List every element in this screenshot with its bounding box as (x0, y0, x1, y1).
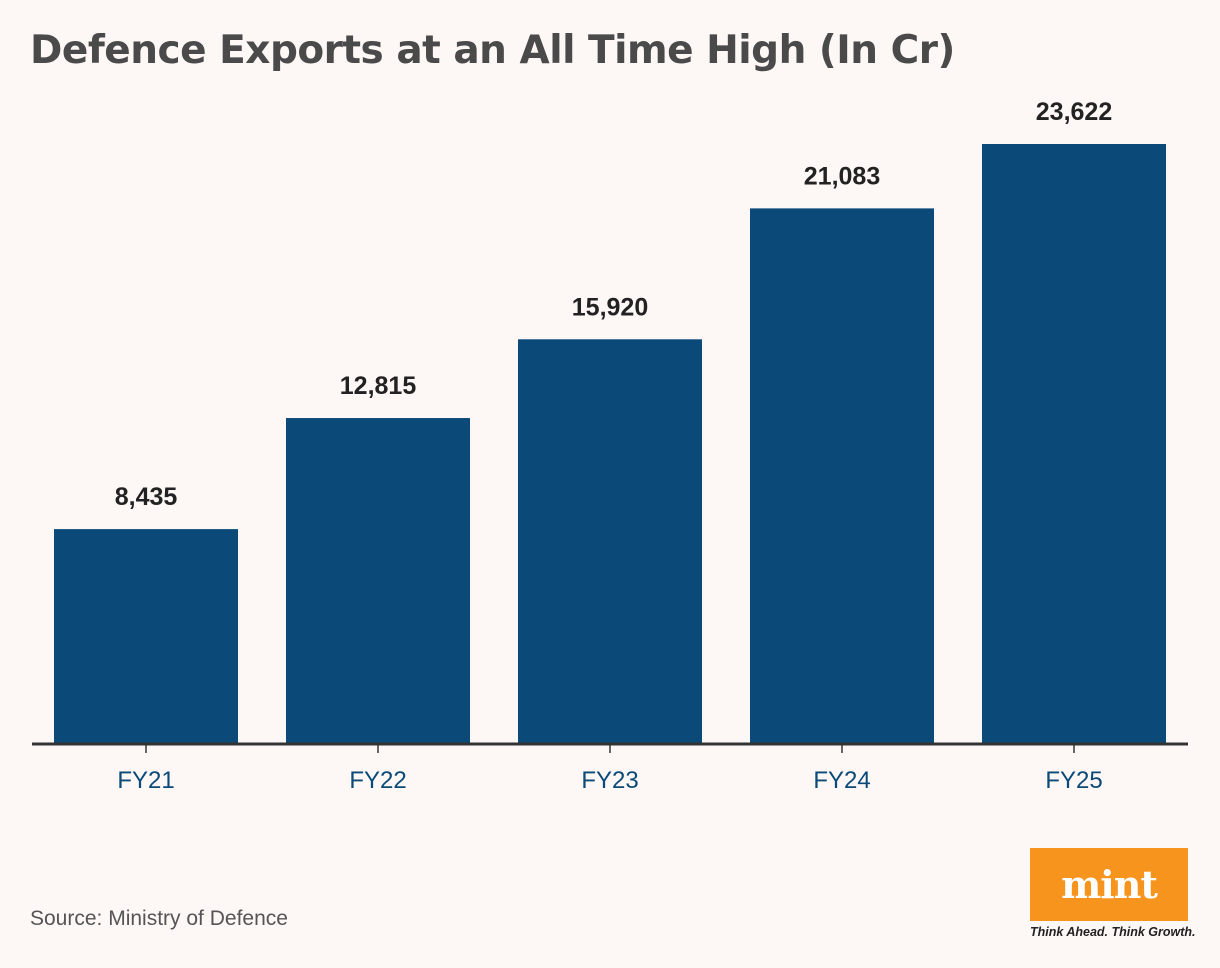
value-label-fy22: 12,815 (340, 372, 417, 400)
bar-fy25 (982, 144, 1166, 743)
bar-fy23 (518, 339, 702, 743)
bar-fy24 (750, 208, 934, 743)
value-label-fy25: 23,622 (1036, 98, 1112, 126)
logo-wordmark: mint (1061, 862, 1158, 907)
logo-tagline: Think Ahead. Think Growth. (1030, 925, 1196, 939)
bar-fy22 (286, 418, 470, 743)
x-tick-label-fy21: FY21 (117, 767, 174, 794)
x-tick-label-fy23: FY23 (581, 767, 638, 794)
chart-title: Defence Exports at an All Time High (In … (30, 28, 955, 73)
source-note: Source: Ministry of Defence (30, 907, 288, 930)
x-tick-labels-group: FY21 FY22 FY23 FY24 FY25 (117, 767, 1102, 794)
bars-group (54, 144, 1166, 743)
x-tick-label-fy22: FY22 (349, 767, 406, 794)
x-tick-label-fy25: FY25 (1045, 767, 1102, 794)
bar-fy21 (54, 529, 238, 743)
value-labels-group: 8,435 12,815 15,920 21,083 23,622 (115, 98, 1113, 511)
value-label-fy24: 21,083 (804, 162, 880, 190)
x-tick-label-fy24: FY24 (813, 767, 870, 794)
value-label-fy21: 8,435 (115, 483, 178, 511)
x-ticks-group (145, 743, 1075, 753)
mint-logo: mint (1030, 848, 1188, 921)
value-label-fy23: 15,920 (572, 293, 648, 321)
